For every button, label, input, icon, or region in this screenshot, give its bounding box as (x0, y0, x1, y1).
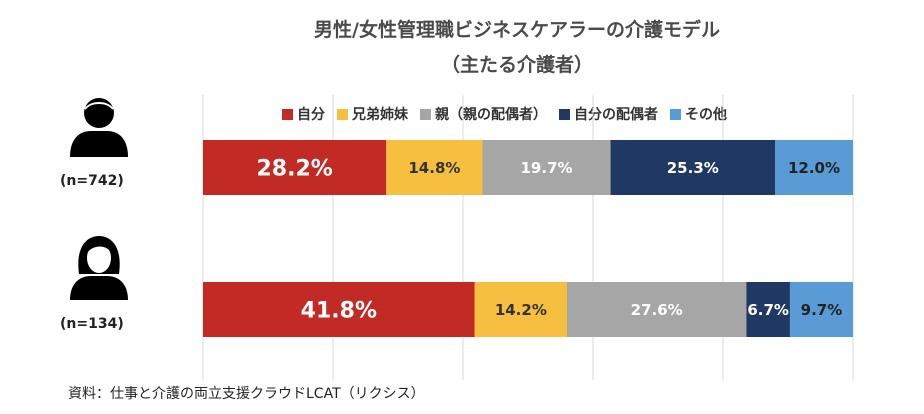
category-label-female: (n=134) (60, 316, 124, 332)
data-label: 12.0% (788, 159, 840, 177)
bar-segment (474, 282, 567, 337)
legend-swatch (670, 108, 681, 120)
bar-segment (610, 140, 775, 195)
data-label: 19.7% (521, 159, 573, 177)
legend-label: その他 (685, 107, 727, 123)
data-label: 28.2% (256, 156, 332, 181)
male-person-icon (70, 98, 128, 157)
legend-label: 兄弟姉妹 (352, 107, 408, 123)
legend-label: 自分 (297, 107, 325, 123)
data-label: 14.8% (408, 159, 460, 177)
legend-swatch (420, 108, 431, 120)
data-label: 9.7% (801, 301, 843, 319)
data-label: 41.8% (301, 298, 377, 323)
legend-swatch (559, 108, 570, 120)
bar-segment (203, 140, 387, 195)
chart-subtitle: （主たる介護者） (440, 54, 593, 76)
bar-segment (789, 282, 853, 337)
legend-item: 兄弟姉妹 (337, 104, 408, 124)
data-label: 6.7% (747, 301, 789, 319)
data-label: 27.6% (631, 301, 683, 319)
bar-segment (203, 282, 475, 337)
bar-segment (567, 282, 747, 337)
legend-item: 自分 (282, 104, 325, 124)
legend-item: 自分の配偶者 (559, 104, 658, 124)
bar-segment (775, 140, 853, 195)
legend-item: その他 (670, 104, 727, 124)
bar-segment (386, 140, 483, 195)
bar-segment (482, 140, 611, 195)
data-label: 25.3% (667, 159, 719, 177)
source-note: 資料：仕事と介護の両立支援クラウドLCAT（リクシス） (68, 386, 425, 402)
female-person-icon (70, 236, 128, 300)
data-label: 14.2% (495, 301, 547, 319)
category-label-male: (n=742) (60, 173, 124, 189)
bar-segment (746, 282, 790, 337)
legend-swatch (282, 108, 293, 120)
legend-swatch (337, 108, 348, 120)
legend-label: 自分の配偶者 (574, 107, 658, 123)
chart-title: 男性/女性管理職ビジネスケアラーの介護モデル (314, 19, 720, 41)
